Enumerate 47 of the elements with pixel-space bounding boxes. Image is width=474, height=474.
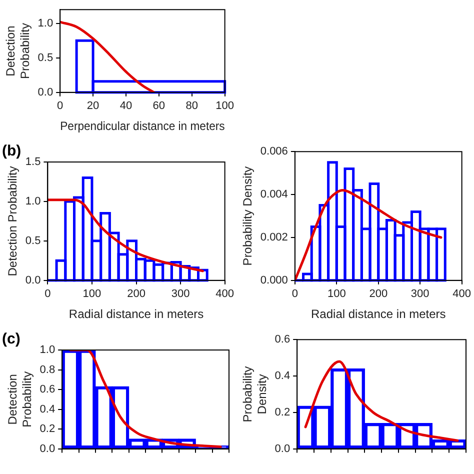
y-tick-label: 0.4 (40, 403, 56, 416)
y-axis-title: Detection Probability (6, 166, 20, 276)
y-tick-label: 0.2 (40, 423, 56, 436)
y-tick-label: 0.000 (260, 274, 288, 286)
y-tick-label: 1.0 (25, 196, 41, 208)
y-tick-label: 0.6 (274, 334, 290, 346)
y-tick-label: 0.4 (274, 370, 290, 382)
y-tick-label: 1.5 (25, 156, 41, 168)
x-tick-label: 60 (152, 100, 166, 112)
x-tick-label: 0 (57, 100, 64, 112)
y-tick-label: 0.0 (38, 86, 54, 98)
x-tick-label: 100 (327, 288, 346, 300)
y-tick-label: 0.0 (274, 442, 290, 455)
x-tick-label: 0 (292, 288, 298, 300)
x-axis-title: Perpendicular distance in meters (60, 120, 225, 134)
x-tick-label: 200 (127, 288, 146, 300)
chart-title: (b) (2, 142, 22, 160)
x-tick-label: 0 (44, 288, 51, 300)
y-tick-label: 0.002 (260, 232, 288, 244)
y-axis-title: Detection Probability (4, 22, 32, 80)
y-tick-label: 0.2 (274, 406, 290, 418)
y-tick-label: 1.0 (40, 344, 56, 356)
y-tick-label: 0.0 (25, 274, 41, 286)
y-axis-title: Probability Density (240, 366, 269, 422)
x-tick-label: 40 (120, 100, 132, 112)
x-tick-label: 20 (86, 100, 100, 112)
x-tick-label: 100 (82, 288, 102, 300)
y-tick-label: 0.004 (260, 188, 288, 201)
x-tick-label: 400 (452, 288, 472, 300)
x-tick-label: 400 (216, 288, 234, 300)
chart-title: (c) (2, 330, 20, 348)
y-axis-title: Probability Density (240, 166, 255, 266)
y-tick-label: 0.8 (40, 364, 56, 376)
y-tick-label: 0.0 (40, 442, 56, 455)
y-tick-label: 1.0 (38, 17, 54, 30)
y-tick-label: 0.006 (260, 146, 288, 158)
y-tick-label: 0.5 (25, 234, 41, 247)
y-tick-label: 0.5 (38, 52, 54, 64)
x-tick-label: 300 (410, 288, 430, 300)
y-tick-label: 0.6 (40, 384, 56, 396)
y-axis-title: Detection Probability (6, 371, 34, 428)
x-tick-label: 300 (171, 288, 190, 300)
x-tick-label: 100 (216, 100, 234, 112)
x-axis-title: Radial distance in meters (68, 307, 204, 322)
x-tick-label: 200 (369, 288, 388, 300)
x-axis-title: Radial distance in meters (311, 307, 446, 322)
x-tick-label: 80 (186, 100, 198, 112)
